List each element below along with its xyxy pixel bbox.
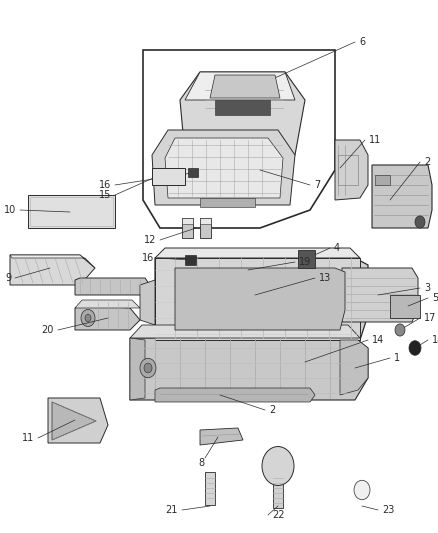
Polygon shape [10, 255, 95, 285]
Polygon shape [200, 428, 243, 445]
Polygon shape [188, 168, 198, 177]
Polygon shape [180, 72, 305, 155]
Text: 21: 21 [166, 505, 178, 515]
Polygon shape [155, 248, 360, 258]
Text: 12: 12 [144, 235, 156, 245]
Polygon shape [273, 473, 283, 508]
Polygon shape [185, 72, 295, 100]
Polygon shape [75, 305, 140, 330]
Text: 4: 4 [334, 243, 340, 253]
Text: 15: 15 [99, 190, 111, 200]
Polygon shape [155, 258, 368, 340]
Polygon shape [210, 75, 280, 98]
Polygon shape [200, 218, 211, 224]
Polygon shape [28, 195, 115, 228]
Polygon shape [52, 402, 96, 440]
Text: 17: 17 [424, 313, 436, 323]
Text: 10: 10 [4, 205, 16, 215]
Polygon shape [75, 278, 150, 295]
Text: 2: 2 [269, 405, 275, 415]
Polygon shape [205, 472, 215, 505]
Text: 7: 7 [314, 180, 320, 190]
Circle shape [262, 447, 294, 486]
Polygon shape [155, 388, 315, 402]
Text: 2: 2 [424, 157, 430, 167]
Text: 18: 18 [432, 335, 438, 345]
Polygon shape [130, 338, 145, 400]
Text: 9: 9 [5, 273, 11, 283]
Polygon shape [152, 168, 185, 185]
Text: 19: 19 [299, 257, 311, 267]
Polygon shape [75, 300, 140, 308]
Polygon shape [375, 175, 390, 185]
Circle shape [395, 324, 405, 336]
Text: 1: 1 [394, 353, 400, 363]
Text: 20: 20 [42, 325, 54, 335]
Polygon shape [130, 325, 360, 338]
Polygon shape [48, 398, 108, 443]
Polygon shape [10, 255, 95, 268]
Polygon shape [210, 255, 285, 285]
Text: 11: 11 [369, 135, 381, 145]
Polygon shape [342, 268, 418, 322]
Circle shape [409, 341, 421, 356]
Circle shape [415, 216, 425, 228]
Polygon shape [140, 280, 155, 325]
Text: 6: 6 [359, 37, 365, 47]
Polygon shape [215, 100, 270, 115]
Text: 16: 16 [142, 253, 154, 263]
Text: 8: 8 [198, 458, 204, 468]
Text: 3: 3 [424, 283, 430, 293]
Text: 16: 16 [99, 180, 111, 190]
Text: 22: 22 [272, 510, 285, 520]
Text: 13: 13 [319, 273, 331, 283]
Polygon shape [335, 140, 368, 200]
Circle shape [81, 310, 95, 327]
Text: 14: 14 [372, 335, 384, 345]
Polygon shape [175, 268, 345, 330]
Text: 23: 23 [382, 505, 394, 515]
Polygon shape [182, 218, 193, 224]
Polygon shape [200, 198, 255, 207]
Polygon shape [152, 130, 295, 205]
Circle shape [85, 314, 91, 321]
Circle shape [144, 363, 152, 373]
Text: 5: 5 [432, 293, 438, 303]
Polygon shape [298, 250, 315, 268]
Circle shape [140, 358, 156, 378]
Polygon shape [155, 258, 360, 340]
Circle shape [354, 480, 370, 500]
Polygon shape [130, 338, 368, 400]
Polygon shape [165, 138, 283, 198]
Polygon shape [182, 218, 193, 238]
Text: 11: 11 [22, 433, 34, 443]
Polygon shape [372, 165, 432, 228]
Polygon shape [340, 340, 368, 395]
Polygon shape [390, 295, 420, 318]
Polygon shape [200, 218, 211, 238]
Polygon shape [185, 255, 196, 265]
